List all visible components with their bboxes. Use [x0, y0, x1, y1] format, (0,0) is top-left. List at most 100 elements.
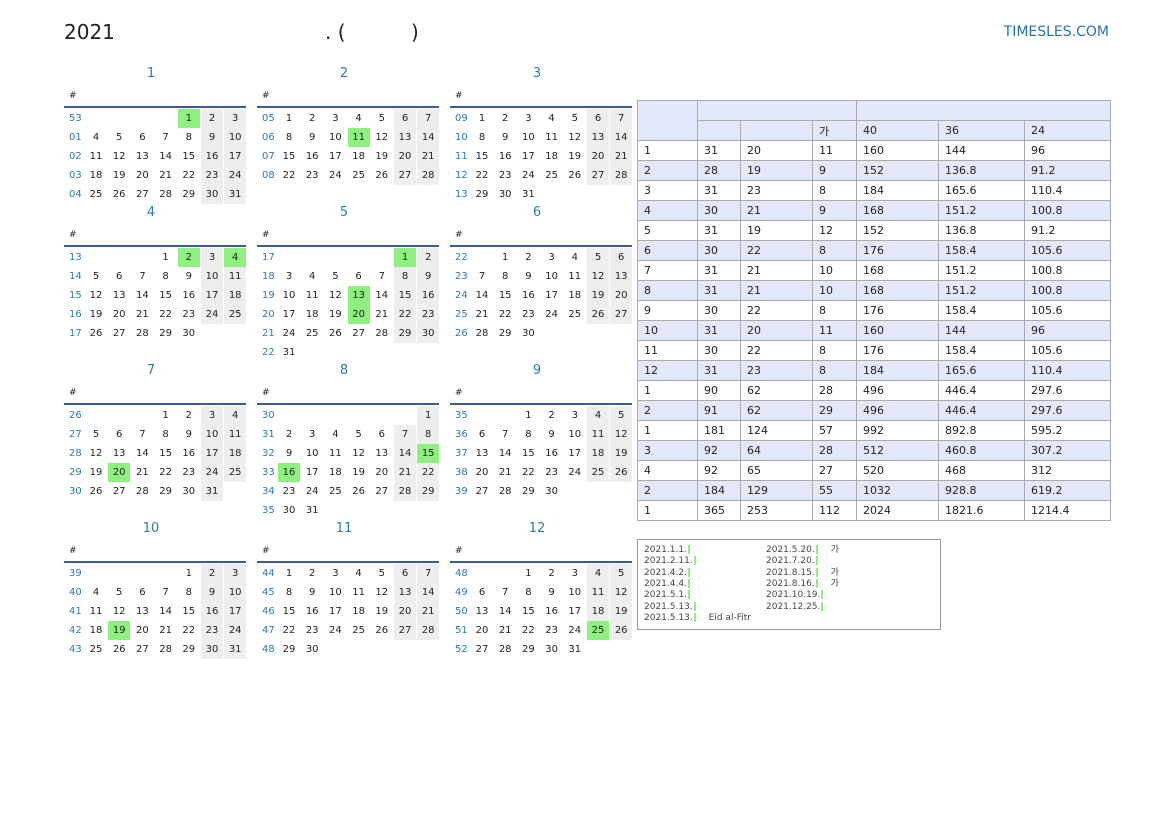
day: 21	[610, 146, 633, 166]
day: 27	[136, 643, 149, 655]
day: 1	[162, 409, 169, 421]
table-row: 8 31 21 10 168 151.2 100.8	[637, 280, 1112, 301]
week-number: 09	[455, 112, 468, 124]
week-number: 06	[262, 131, 275, 143]
day: 21	[417, 601, 440, 621]
day: 12	[375, 131, 389, 143]
day: 17	[568, 447, 582, 459]
day: 19	[587, 285, 609, 305]
table-cell: 892.8	[938, 420, 1026, 441]
day: 27	[352, 327, 365, 339]
row-label: 12	[637, 360, 698, 381]
day: 26	[587, 304, 609, 324]
day: 2	[201, 108, 223, 128]
site-link[interactable]: TIMESLES.COM	[1003, 24, 1109, 40]
day: 26	[89, 327, 103, 339]
table-row: 9 30 22 8 176 158.4 105.6	[637, 300, 1112, 321]
day: 12	[610, 424, 633, 444]
table-cell: 144	[938, 320, 1026, 341]
table-cell: 21	[740, 200, 813, 221]
day: 21	[475, 308, 489, 320]
day: 17	[545, 289, 558, 301]
holiday-marker	[687, 590, 690, 600]
day: 27	[475, 485, 489, 497]
holiday-date: 2021.7.20.	[766, 556, 815, 567]
row-label: 2	[637, 160, 698, 181]
week-number: 44	[262, 567, 275, 579]
day: 14	[159, 605, 172, 617]
row-label: 6	[637, 240, 698, 261]
day: 11	[587, 424, 609, 444]
table-cell: 105.6	[1024, 300, 1112, 321]
table-row: 5 31 19 12 152 136.8 91.2	[637, 220, 1112, 241]
day: 29	[417, 481, 440, 501]
day: 1	[417, 405, 440, 425]
day: 6	[139, 586, 146, 598]
day: 14	[610, 127, 633, 147]
day: 20	[587, 146, 609, 166]
holiday-marker	[815, 545, 818, 554]
table-cell: 21	[740, 280, 813, 301]
day: 14	[136, 447, 149, 459]
week-number: 22	[455, 251, 468, 263]
table-cell: 8	[811, 340, 858, 361]
day: 11	[352, 586, 365, 598]
table-row: 11 30 22 8 176 158.4 105.6	[637, 340, 1112, 361]
day: 15	[522, 447, 535, 459]
day: 22	[394, 304, 416, 324]
day: 28	[375, 327, 389, 339]
day: 16	[522, 289, 535, 301]
day: 6	[394, 563, 416, 583]
table-cell: 124	[740, 420, 813, 441]
day: 6	[478, 428, 486, 440]
day: 13	[347, 285, 370, 305]
day: 21	[375, 308, 389, 320]
day: 8	[417, 424, 440, 444]
day: 11	[89, 605, 103, 617]
week-number: 05	[262, 112, 275, 124]
table-row: 1 31 20 11 160 144 96	[637, 140, 1112, 161]
day: 27	[610, 304, 633, 324]
day: 24	[545, 308, 558, 320]
day: 10	[568, 428, 582, 440]
header-rule	[64, 106, 246, 108]
day: 30	[201, 639, 223, 659]
holiday-row: 2021.7.20.	[766, 556, 821, 567]
day: 9	[285, 447, 293, 459]
week-number: 15	[69, 289, 82, 301]
table-cell: 100.8	[1024, 280, 1112, 301]
day: 26	[610, 462, 633, 482]
day: 10	[545, 270, 558, 282]
table-cell: 91	[697, 400, 741, 421]
table-cell: 10	[811, 260, 858, 281]
holiday-name: Eid al-Fitr	[708, 612, 751, 623]
day: 16	[417, 285, 440, 305]
day: 23	[498, 169, 512, 181]
table-cell: 28	[811, 440, 858, 461]
day: 18	[568, 289, 582, 301]
table-cell: 307.2	[1024, 440, 1112, 461]
table-cell: 176	[856, 340, 940, 361]
holiday-marker	[815, 578, 818, 588]
day: 13	[136, 150, 149, 162]
day: 16	[498, 150, 512, 162]
day: 29	[282, 643, 296, 655]
day: 21	[159, 169, 172, 181]
day: 29	[182, 188, 196, 200]
holiday-marker	[687, 567, 690, 577]
table-cell: 27	[811, 460, 858, 481]
header-rule	[450, 106, 632, 108]
day: 22	[498, 308, 512, 320]
table-cell: 165.6	[938, 180, 1026, 201]
table-cell: 8	[811, 300, 858, 321]
day: 27	[475, 643, 489, 655]
row-label: 5	[637, 220, 698, 241]
day: 27	[375, 485, 389, 497]
day: 1	[525, 567, 532, 579]
header-rule	[257, 106, 439, 108]
week-number: 26	[69, 409, 82, 421]
day: 27	[394, 620, 416, 640]
table-row: 2 28 19 9 152 136.8 91.2	[637, 160, 1112, 181]
day: 1	[478, 112, 486, 124]
day: 6	[378, 428, 385, 440]
